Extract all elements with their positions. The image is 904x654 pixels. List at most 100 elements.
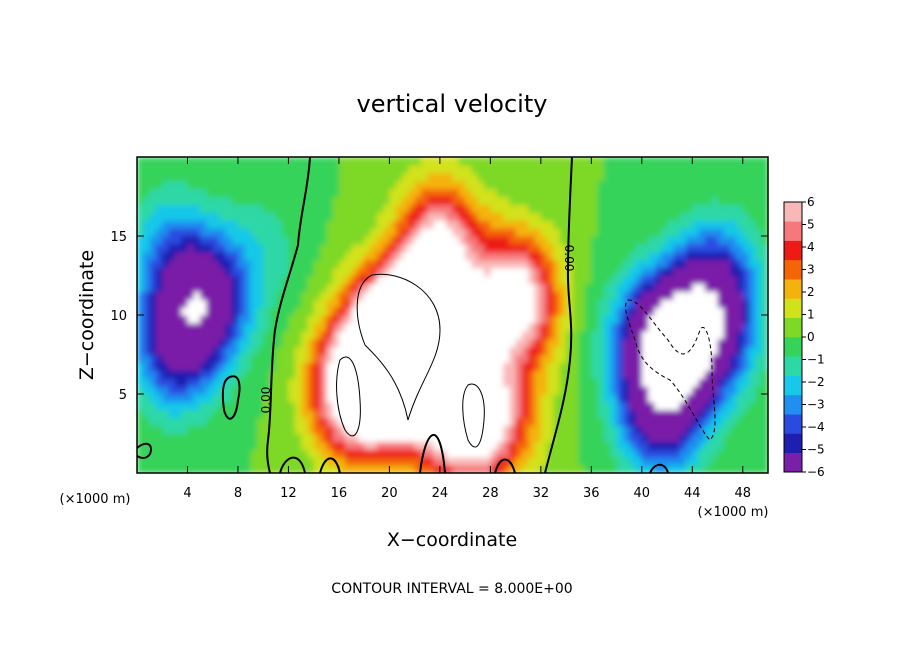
heat-cell [509,204,517,213]
heat-cell [761,330,768,340]
heat-cell [761,417,768,427]
heat-cell [635,354,643,363]
heat-cell [250,401,258,411]
heat-cell [704,180,712,190]
heat-cell [540,322,548,332]
heat-cell [319,307,327,316]
heat-cell [319,157,327,166]
heat-cell [641,401,649,411]
heat-cell [206,236,214,245]
heat-cell [237,346,245,356]
heat-cell [547,362,555,371]
heat-cell [572,180,580,190]
heat-cell [660,346,668,356]
heat-cell [685,409,693,419]
heat-cell [187,362,195,371]
heat-cell [742,228,750,237]
heat-cell [402,220,409,229]
heat-cell [338,259,346,269]
heat-cell [597,457,605,466]
heat-cell [452,378,460,387]
heat-cell [591,220,599,229]
heat-cell [490,346,498,356]
heat-cell [244,251,252,261]
heat-cell [704,386,712,395]
heat-cell [433,441,441,450]
heat-cell [168,188,176,198]
heat-cell [168,346,176,356]
heat-cell [383,378,390,387]
heat-cell [692,330,700,340]
heat-cell [534,322,542,332]
heat-cell [547,315,555,324]
heat-cell [648,354,656,363]
heat-cell [338,346,346,356]
heat-cell [219,457,226,466]
heat-cell [736,299,744,308]
heat-cell [660,164,668,174]
heat-cell [269,283,277,292]
heat-cell [755,299,763,308]
heat-cell [162,180,170,190]
heat-cell [585,259,592,269]
heat-cell [622,362,630,371]
heat-cell [357,362,365,371]
heat-cell [282,204,290,213]
heat-cell [553,275,561,284]
heat-cell [250,417,258,427]
heat-cell [692,220,700,229]
heat-cell [502,172,510,182]
heat-cell [288,370,296,379]
heat-cell [540,394,548,403]
heat-cell [357,275,365,284]
heat-cell [288,417,296,427]
heat-cell [313,172,321,182]
heat-cell [496,243,504,253]
heat-cell [326,322,334,332]
heat-cell [761,409,768,419]
heat-cell [414,378,422,387]
heat-cell [282,362,290,371]
x-axis-label: X−coordinate [387,529,517,551]
heat-cell [307,307,315,316]
heat-cell [275,394,283,403]
heat-cell [566,243,573,253]
heat-cell [717,338,725,348]
heat-cell [692,378,700,387]
heat-cell [155,441,163,450]
heat-cell [660,299,668,308]
heat-cell [351,417,359,427]
heat-cell [338,275,346,284]
heat-cell [761,212,768,221]
heat-cell [332,338,340,348]
heat-cell [572,315,580,324]
heat-cell [181,370,189,379]
heat-cell [736,433,744,442]
heat-cell [351,188,359,198]
heat-cell [465,449,473,458]
heat-cell [181,417,189,427]
heat-cell [679,236,687,245]
heat-cell [446,401,454,411]
heat-cell [553,378,561,387]
heat-cell [307,157,315,166]
heat-cell [357,307,365,316]
heat-cell [319,330,327,340]
heat-cell [553,243,561,253]
heat-cell [288,196,296,205]
heat-cell [439,394,447,403]
heat-cell [200,338,208,348]
heat-cell [509,172,517,182]
heat-cell [635,441,643,450]
heat-cell [433,228,441,237]
heat-cell [269,212,277,221]
heat-cell [622,259,630,269]
heat-cell [553,196,561,205]
heat-cell [282,212,290,221]
heat-cell [458,330,466,340]
heat-cell [364,180,372,190]
heat-cell [559,243,567,253]
heat-cell [420,196,428,205]
heat-cell [237,401,245,411]
heat-cell [578,417,586,427]
